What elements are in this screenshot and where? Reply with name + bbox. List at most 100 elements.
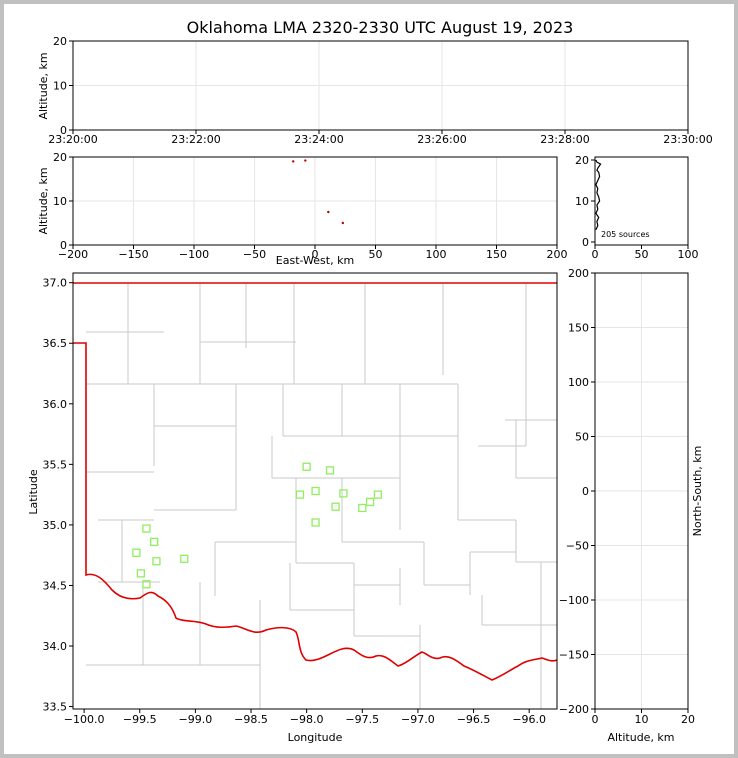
station-marker [358,503,367,513]
histogram-x-tick-label: 50 [635,248,649,261]
histogram-y-tick-label: 10 [575,195,589,208]
time-tick-label: 23:22:00 [171,133,220,146]
ns-tick-label: −200 [559,703,589,716]
station-marker [150,537,159,547]
ew-tick-label: 50 [369,248,383,261]
ns-tick-label: 50 [575,431,589,444]
altitude-ns-ylabel: North-South, km [691,446,704,537]
station-marker [302,462,311,471]
state-border [73,282,557,681]
map-xlabel: Longitude [288,731,343,744]
longitude-tick-label: −97.5 [345,713,379,726]
station-marker [295,490,305,499]
station-marker [325,466,335,475]
ew-source-point [341,221,345,225]
histogram-x-tick-label: 100 [678,248,699,261]
station-marker [311,486,320,496]
ns-altitude-tick-label: 10 [635,713,649,726]
time-altitude-panel: 23:20:00 23:22:00 23:24:00 23:26:00 23:28:00… [37,35,713,146]
latitude-tick-label: 35.0 [43,519,68,532]
map-frame [72,272,558,710]
longitude-tick-label: −98.5 [234,713,268,726]
altitude-histogram-plot-area [595,157,688,245]
ns-tick-label: 0 [582,485,589,498]
station-marker [331,502,340,511]
latitude-tick-label: 33.5 [43,701,68,714]
ns-tick-label: −50 [566,540,589,553]
station-marker [339,489,348,498]
station-marker [365,497,375,507]
ew-source-point [292,160,295,163]
histogram-y-tick-label: 0 [582,236,589,249]
longitude-tick-label: −99.0 [179,713,213,726]
map-ylabel: Latitude [27,469,40,515]
station-marker [373,490,383,499]
lma-stations [132,462,383,589]
latitude-tick-label: 34.5 [43,579,68,592]
ew-tick-label: 200 [547,248,568,261]
latitude-tick-label: 37.0 [43,277,68,290]
ew-tick-label: 100 [426,248,447,261]
altitude-ns-xlabel: Altitude, km [607,731,674,744]
ew-tick-label: −200 [58,248,88,261]
ns-tick-label: −100 [559,594,589,607]
ns-altitude-tick-label: 20 [681,713,695,726]
time-tick-label: 23:28:00 [540,133,589,146]
ns-tick-label: 150 [568,322,589,335]
longitude-tick-label: −97.0 [401,713,435,726]
ew-altitude-ylabel: Altitude, km [37,167,50,234]
station-marker [142,580,151,589]
figure-title: Oklahoma LMA 2320-2330 UTC August 19, 20… [187,18,574,37]
latitude-tick-label: 36.5 [43,337,68,350]
station-marker [311,518,320,527]
ew-tick-label: 0 [312,248,319,261]
altitude-histogram-frame [594,156,689,246]
altitude-tick-label: 0 [60,124,67,137]
longitude-tick-label: −96.0 [512,713,546,726]
time-tick-label: 23:30:00 [663,133,712,146]
time-tick-label: 23:24:00 [294,133,343,146]
ew-altitude-tick-label: 20 [53,151,67,164]
latitude-tick-label: 34.0 [43,640,68,653]
ew-altitude-xlabel: East-West, km [276,254,354,267]
altitude-histogram-panel: 0 50 100 0 10 20 205 sources [575,154,699,261]
altitude-histogram-line [595,159,602,230]
station-marker [180,554,189,563]
histogram-x-tick-label: 0 [592,248,599,261]
altitude-tick-label: 20 [53,35,67,48]
ew-altitude-tick-label: 10 [53,195,67,208]
ew-tick-label: −150 [118,248,148,261]
station-marker [132,548,141,557]
ew-source-point [327,210,330,214]
ns-tick-label: 100 [568,376,589,389]
source-count-annotation: 205 sources [601,230,650,239]
time-tick-label: 23:26:00 [417,133,466,146]
station-marker [142,524,151,533]
histogram-y-tick-label: 20 [575,154,589,167]
map-plot-area [73,273,557,709]
longitude-tick-label: −96.5 [457,713,491,726]
ew-tick-label: −100 [179,248,209,261]
longitude-tick-label: −99.5 [123,713,157,726]
ew-tick-label: −50 [243,248,266,261]
ew-altitude-panel: −200 −150 −100 −50 0 50 100 150 200 0 10 20 East-We… [37,151,568,267]
ew-altitude-frame [72,156,558,246]
time-tick-label: 23:20:00 [48,133,97,146]
longitude-tick-label: −100.0 [64,713,105,726]
longitude-tick-label: −98.0 [290,713,324,726]
time-altitude-frame [72,40,689,131]
county-boundaries [86,284,557,709]
ns-altitude-tick-label: 0 [592,713,599,726]
station-marker [152,557,161,566]
ns-tick-label: −150 [559,649,589,662]
latitude-tick-label: 36.0 [43,398,68,411]
ew-altitude-tick-label: 0 [60,239,67,252]
ew-tick-label: 150 [486,248,507,261]
station-marker [136,569,146,578]
plan-view-map-panel: −100.0 −99.5 −99.0 −98.5 −98.0 −97.5 −97.0 −96.… [27,272,558,744]
altitude-ns-panel: 0 10 20 −200 −150 −100 −50 0 50 100 150 200 Altitud… [559,267,704,744]
altitude-ns-frame [594,272,689,710]
altitude-tick-label: 10 [53,80,67,93]
